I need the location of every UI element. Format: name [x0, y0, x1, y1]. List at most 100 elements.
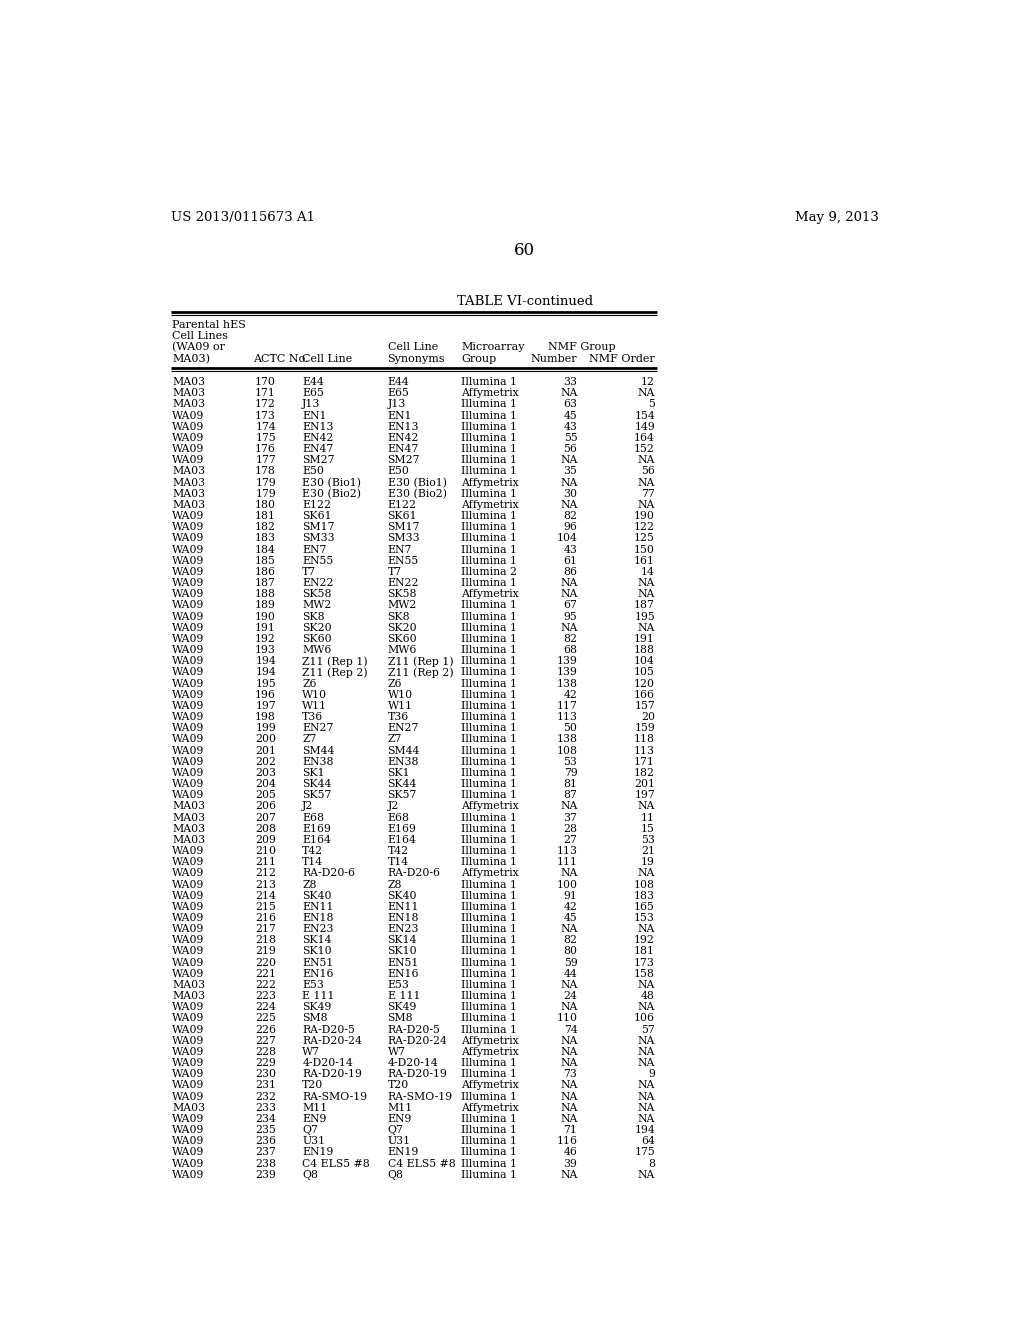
- Text: MA03: MA03: [172, 378, 205, 387]
- Text: EN51: EN51: [388, 958, 419, 968]
- Text: 200: 200: [255, 734, 276, 744]
- Text: WA09: WA09: [172, 556, 205, 566]
- Text: T14: T14: [302, 857, 324, 867]
- Text: (WA09 or: (WA09 or: [172, 342, 225, 352]
- Text: 48: 48: [641, 991, 655, 1001]
- Text: SM44: SM44: [388, 746, 420, 755]
- Text: 104: 104: [557, 533, 578, 544]
- Text: WA09: WA09: [172, 656, 205, 667]
- Text: Cell Lines: Cell Lines: [172, 331, 228, 342]
- Text: 150: 150: [634, 545, 655, 554]
- Text: Illumina 1: Illumina 1: [461, 946, 517, 957]
- Text: NA: NA: [560, 801, 578, 812]
- Text: WA09: WA09: [172, 601, 205, 610]
- Text: WA09: WA09: [172, 1137, 205, 1146]
- Text: NA: NA: [638, 500, 655, 510]
- Text: E 111: E 111: [302, 991, 335, 1001]
- Text: Affymetrix: Affymetrix: [461, 869, 519, 878]
- Text: Illumina 1: Illumina 1: [461, 533, 517, 544]
- Text: 199: 199: [255, 723, 276, 733]
- Text: T42: T42: [388, 846, 409, 855]
- Text: NA: NA: [560, 1114, 578, 1123]
- Text: WA09: WA09: [172, 634, 205, 644]
- Text: SM8: SM8: [388, 1014, 414, 1023]
- Text: 216: 216: [255, 913, 276, 923]
- Text: WA09: WA09: [172, 902, 205, 912]
- Text: E53: E53: [388, 979, 410, 990]
- Text: 59: 59: [564, 958, 578, 968]
- Text: NA: NA: [638, 1081, 655, 1090]
- Text: Illumina 1: Illumina 1: [461, 1170, 517, 1180]
- Text: EN38: EN38: [302, 756, 334, 767]
- Text: Affymetrix: Affymetrix: [461, 1036, 519, 1045]
- Text: Illumina 1: Illumina 1: [461, 488, 517, 499]
- Text: Illumina 1: Illumina 1: [461, 768, 517, 777]
- Text: J2: J2: [388, 801, 399, 812]
- Text: Microarray: Microarray: [461, 342, 524, 352]
- Text: E30 (Bio2): E30 (Bio2): [302, 488, 361, 499]
- Text: 46: 46: [563, 1147, 578, 1158]
- Text: 33: 33: [563, 378, 578, 387]
- Text: EN16: EN16: [388, 969, 419, 979]
- Text: 215: 215: [255, 902, 276, 912]
- Text: 179: 179: [255, 478, 276, 487]
- Text: RA-SMO-19: RA-SMO-19: [302, 1092, 368, 1102]
- Text: 182: 182: [255, 523, 276, 532]
- Text: SK58: SK58: [302, 589, 332, 599]
- Text: Cell Line: Cell Line: [302, 354, 352, 363]
- Text: Parental hES: Parental hES: [172, 321, 246, 330]
- Text: SK44: SK44: [388, 779, 417, 789]
- Text: NA: NA: [638, 869, 655, 878]
- Text: Illumina 2: Illumina 2: [461, 566, 517, 577]
- Text: 175: 175: [634, 1147, 655, 1158]
- Text: MA03: MA03: [172, 991, 205, 1001]
- Text: WA09: WA09: [172, 1125, 205, 1135]
- Text: WA09: WA09: [172, 689, 205, 700]
- Text: 196: 196: [255, 689, 276, 700]
- Text: E 111: E 111: [388, 991, 420, 1001]
- Text: 120: 120: [634, 678, 655, 689]
- Text: Illumina 1: Illumina 1: [461, 991, 517, 1001]
- Text: 227: 227: [255, 1036, 276, 1045]
- Text: Illumina 1: Illumina 1: [461, 756, 517, 767]
- Text: 237: 237: [255, 1147, 276, 1158]
- Text: 79: 79: [564, 768, 578, 777]
- Text: 104: 104: [634, 656, 655, 667]
- Text: E30 (Bio1): E30 (Bio1): [388, 478, 446, 488]
- Text: 234: 234: [255, 1114, 276, 1123]
- Text: 71: 71: [563, 1125, 578, 1135]
- Text: Illumina 1: Illumina 1: [461, 689, 517, 700]
- Text: WA09: WA09: [172, 969, 205, 979]
- Text: SK40: SK40: [388, 891, 417, 900]
- Text: 208: 208: [255, 824, 276, 834]
- Text: WA09: WA09: [172, 891, 205, 900]
- Text: Illumina 1: Illumina 1: [461, 1014, 517, 1023]
- Text: 173: 173: [255, 411, 276, 421]
- Text: 100: 100: [556, 879, 578, 890]
- Text: Illumina 1: Illumina 1: [461, 411, 517, 421]
- Text: EN23: EN23: [302, 924, 334, 935]
- Text: 210: 210: [255, 846, 276, 855]
- Text: Affymetrix: Affymetrix: [461, 1102, 519, 1113]
- Text: 194: 194: [255, 668, 276, 677]
- Text: 74: 74: [564, 1024, 578, 1035]
- Text: 45: 45: [564, 411, 578, 421]
- Text: WA09: WA09: [172, 623, 205, 632]
- Text: 193: 193: [255, 645, 276, 655]
- Text: 175: 175: [255, 433, 276, 444]
- Text: T36: T36: [302, 711, 324, 722]
- Text: 63: 63: [563, 400, 578, 409]
- Text: Q8: Q8: [388, 1170, 403, 1180]
- Text: 211: 211: [255, 857, 276, 867]
- Text: WA09: WA09: [172, 411, 205, 421]
- Text: SK61: SK61: [388, 511, 417, 521]
- Text: WA09: WA09: [172, 533, 205, 544]
- Text: 236: 236: [255, 1137, 276, 1146]
- Text: Affymetrix: Affymetrix: [461, 1081, 519, 1090]
- Text: EN11: EN11: [388, 902, 419, 912]
- Text: WA09: WA09: [172, 756, 205, 767]
- Text: 188: 188: [634, 645, 655, 655]
- Text: M11: M11: [302, 1102, 328, 1113]
- Text: 96: 96: [563, 523, 578, 532]
- Text: 87: 87: [563, 791, 578, 800]
